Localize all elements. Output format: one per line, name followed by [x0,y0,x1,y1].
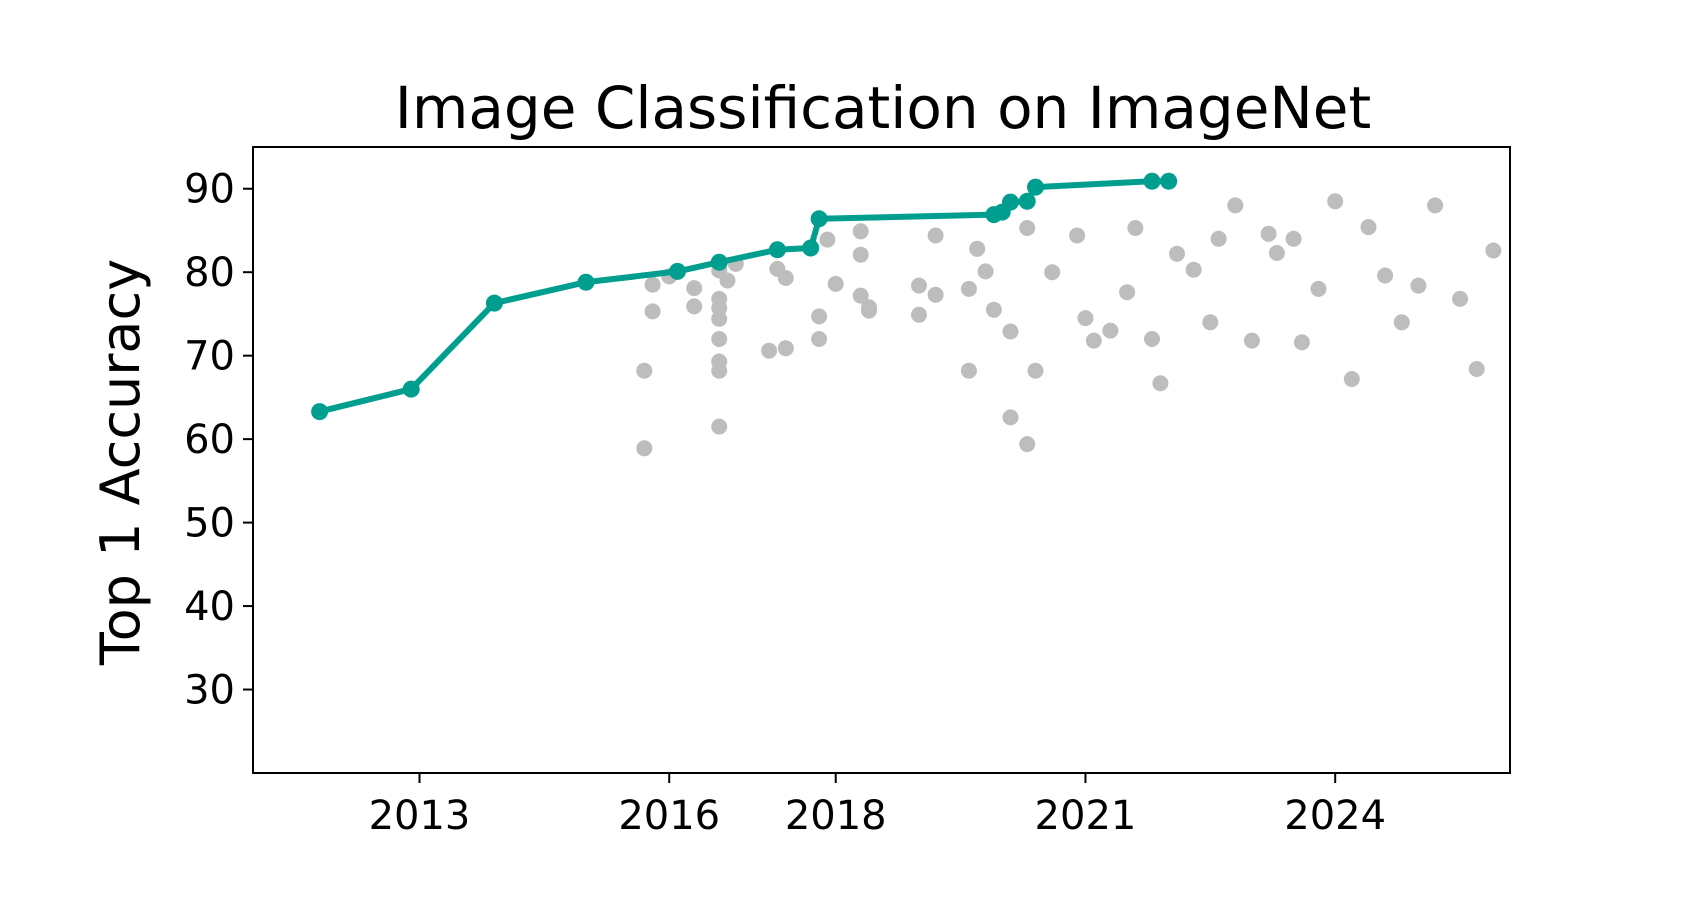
other-model-point [977,263,994,280]
y-tick-label: 90 [184,167,235,213]
sota-point [768,241,786,259]
sota-point [485,294,503,312]
other-model-point [827,275,844,292]
sota-point [810,210,828,228]
other-model-point [1468,361,1485,377]
other-model-point [1027,362,1044,379]
other-model-point [711,290,728,307]
sota-point [1143,172,1161,190]
other-model-point [1144,331,1160,347]
other-model-point [1202,314,1219,331]
x-tick-label: 2018 [785,793,887,839]
other-model-point [761,342,778,359]
y-tick-label: 70 [184,334,235,380]
y-tick-label: 80 [184,250,235,296]
other-model-point [777,340,794,357]
x-tick-label: 2013 [369,793,471,839]
sota-point [1002,193,1019,211]
other-model-point [927,286,944,303]
sota-line [316,178,1172,415]
sota-point [1018,192,1036,210]
other-model-point [1393,314,1410,331]
other-model-point [1044,264,1061,281]
other-model-point [1002,409,1019,426]
other-model-point [686,280,703,297]
other-model-point [1360,219,1377,236]
other-model-point [1069,227,1086,244]
other-model-point [1243,332,1260,349]
other-model-point [1377,267,1394,284]
y-tick-label: 50 [184,501,235,547]
other-model-point [1185,261,1202,278]
other-model-point [1077,310,1094,327]
other-model-point [1152,375,1169,392]
y-tick-label: 40 [184,584,235,630]
other-model-point [711,418,728,435]
other-model-point [960,362,977,379]
x-tick-label: 2021 [1035,793,1137,839]
other-model-point [811,308,828,325]
other-model-point [927,227,944,244]
other-model-point [636,440,653,457]
sota-point [402,380,420,398]
plot-frame [252,146,1511,774]
other-model-point [852,287,869,304]
other-model-point [1410,277,1427,294]
other-model-point [852,246,869,263]
sota-point [1160,172,1178,190]
sota-point [1027,178,1044,196]
other-model-point [1452,290,1469,307]
y-tick-label: 60 [184,417,235,463]
other-model-point [1260,225,1277,242]
other-model-point [1343,371,1360,387]
other-model-point [711,353,728,370]
other-model-point [911,277,927,294]
y-tick-label: 30 [184,668,235,714]
other-model-point [1169,245,1185,262]
other-model-point [1210,230,1227,247]
axes: 2013 2016 2018 2021 2024 30 40 50 60 70 80 90 [184,167,1386,839]
other-model-point [1085,332,1102,349]
other-model-point [686,298,703,315]
other-model-point [811,331,828,347]
other-model-point [1119,284,1136,301]
other-model-point [719,272,736,289]
other-model-point [1019,436,1036,453]
other-model-point [711,331,728,347]
other-model-point [852,223,869,240]
sota-point [802,239,820,257]
plot-marks [311,172,1502,457]
other-model-point [1485,242,1502,259]
sota-point [311,403,329,421]
other-model-point [1102,322,1119,339]
other-model-point [1127,220,1144,236]
sota-point [710,253,728,271]
other-model-point [819,231,836,248]
other-model-point [1293,334,1310,351]
chart-title: Image Classification on ImageNet [395,74,1371,142]
other-model-point [1310,280,1327,297]
x-tick-label: 2016 [618,793,720,839]
other-model-point [1227,197,1244,214]
x-tick-label: 2024 [1284,793,1386,839]
other-model-point [1268,245,1285,261]
other-model-point [777,270,794,286]
other-model-point [1002,323,1019,340]
other-model-point [644,276,661,293]
other-model-point [1427,197,1444,214]
other-model-point [969,240,986,257]
other-model-point [1285,230,1302,247]
other-model-point [1327,193,1344,210]
other-model-point [911,306,927,323]
other-model-point [985,301,1002,318]
other-model-point [960,280,977,297]
sota-point [669,262,686,280]
y-axis-label: Top 1 Accuracy [89,259,152,666]
other-model-point [644,303,661,320]
other-model-point [1019,220,1036,236]
other-model-point [861,302,877,319]
other-model-point [636,362,653,379]
sota-point [577,273,595,291]
